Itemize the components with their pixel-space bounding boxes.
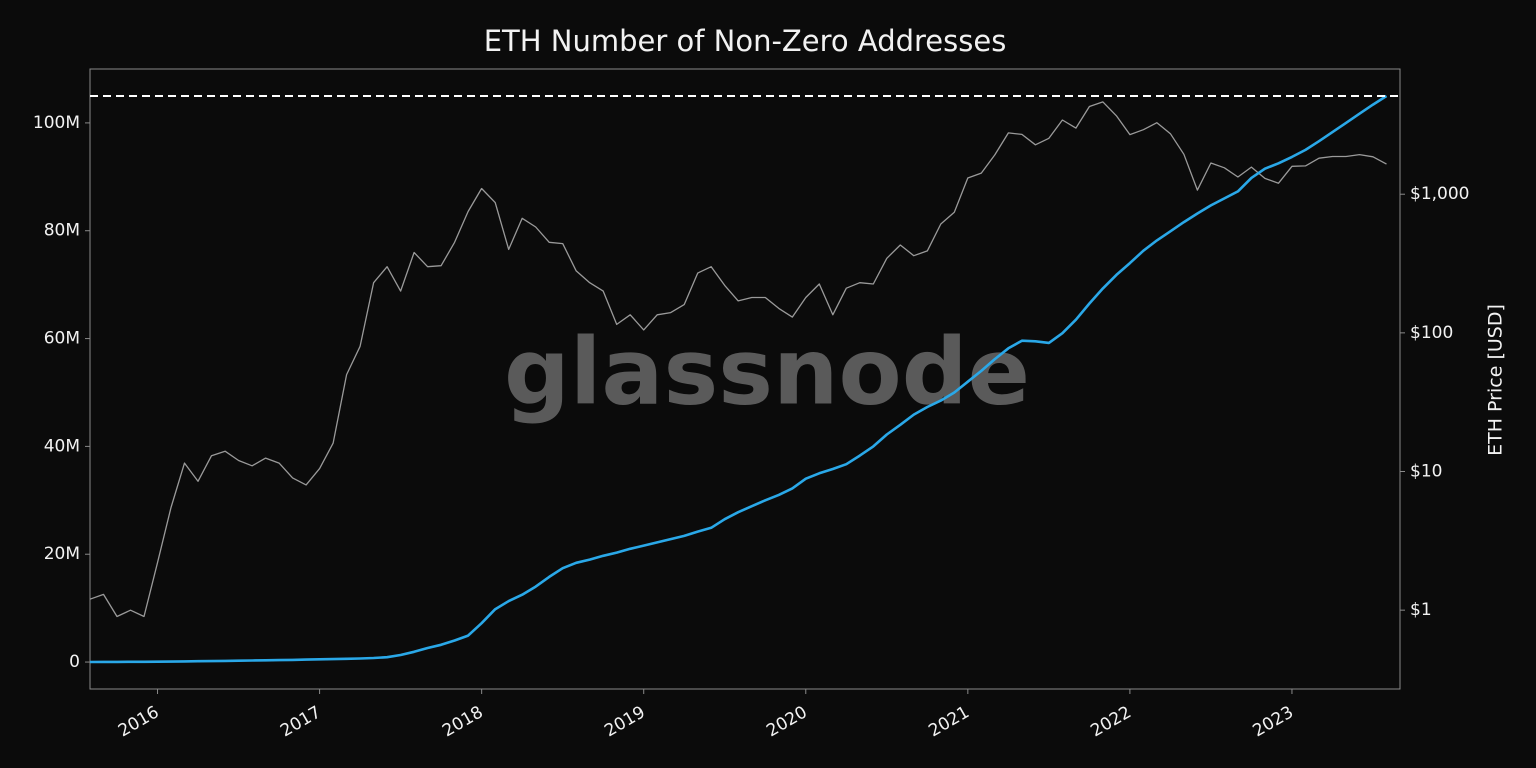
y-tick-label: 20M bbox=[44, 544, 80, 564]
y-tick-label: 100M bbox=[33, 113, 80, 133]
y2-axis-label: ETH Price [USD] bbox=[1485, 304, 1507, 456]
y2-tick-label: $10 bbox=[1410, 462, 1442, 482]
y2-tick-label: $1 bbox=[1410, 600, 1432, 620]
chart-title: ETH Number of Non-Zero Addresses bbox=[484, 24, 1007, 58]
y-tick-label: 60M bbox=[44, 329, 80, 349]
price-line bbox=[89, 101, 1387, 618]
y-tick-label: 40M bbox=[44, 436, 80, 456]
plot-frame bbox=[89, 68, 1401, 690]
y-tick-label: 0 bbox=[69, 652, 80, 672]
addresses-line bbox=[89, 94, 1388, 664]
y-tick-label: 80M bbox=[44, 221, 80, 241]
y2-tick-label: $1,000 bbox=[1410, 184, 1469, 204]
watermark: glassnode bbox=[504, 318, 1030, 425]
y2-tick-label: $100 bbox=[1410, 323, 1453, 343]
